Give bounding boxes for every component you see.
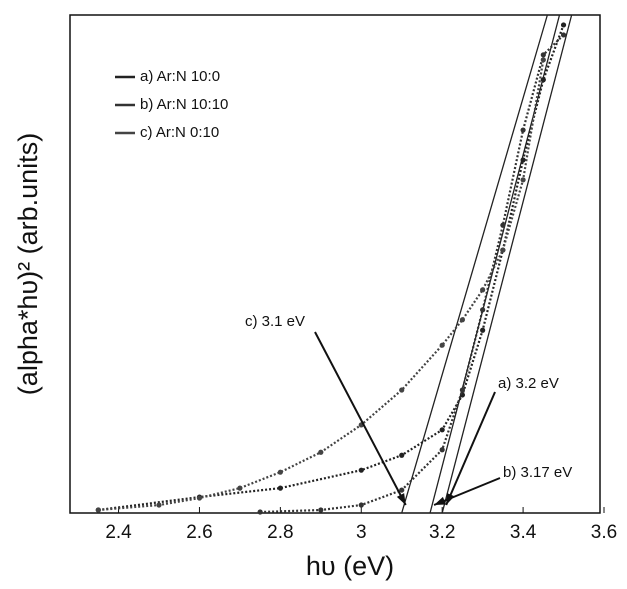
data-point <box>459 387 466 393</box>
data-point <box>520 157 526 163</box>
data-point <box>277 485 283 491</box>
data-point <box>257 509 263 515</box>
data-point <box>500 247 506 253</box>
annotation-arrow <box>433 477 501 506</box>
annotation: c) 3.1 eV <box>245 313 305 330</box>
data-point <box>480 327 486 333</box>
data-point <box>399 387 405 393</box>
data-point <box>540 57 546 63</box>
data-point <box>439 447 445 453</box>
series-line <box>260 34 565 514</box>
annotation-arrow <box>445 391 496 506</box>
data-point <box>237 485 243 491</box>
data-point <box>439 427 445 433</box>
data-point <box>399 452 405 458</box>
data-point <box>480 287 486 293</box>
plot-frame <box>69 14 601 514</box>
annotation: b) 3.17 eV <box>503 464 572 481</box>
x-tick-label: 2.4 <box>105 522 132 543</box>
x-tick-label: 2.6 <box>186 522 212 543</box>
data-point <box>560 22 567 28</box>
legend-label: a) Ar:N 10:0 <box>140 68 220 85</box>
series-line <box>98 59 545 512</box>
data-point <box>358 502 364 508</box>
data-point <box>480 307 486 313</box>
data-point <box>459 317 466 323</box>
data-point <box>318 507 324 513</box>
tangent-line <box>441 14 573 514</box>
arrow-head <box>434 496 447 505</box>
data-point <box>196 495 203 501</box>
x-tick-label: 3.6 <box>591 522 617 543</box>
x-tick-label: 3.4 <box>510 522 537 543</box>
data-point <box>560 32 567 38</box>
x-axis-label: hυ (eV) <box>306 551 394 581</box>
data-point <box>520 177 526 183</box>
annotation-arrow <box>314 331 407 506</box>
legend-label: c) Ar:N 0:10 <box>140 124 219 141</box>
annotation: a) 3.2 eV <box>498 375 559 392</box>
data-point <box>318 449 324 455</box>
data-point <box>540 77 546 83</box>
data-point <box>277 469 283 475</box>
data-point <box>520 127 526 133</box>
series-line <box>98 24 565 512</box>
x-tick-label: 3 <box>356 522 367 543</box>
data-point <box>156 502 162 508</box>
x-tick-label: 2.8 <box>267 522 293 543</box>
data-point <box>500 222 506 228</box>
data-point <box>95 507 101 513</box>
arrow-head <box>396 493 406 505</box>
data-point <box>358 467 364 473</box>
data-point <box>439 342 445 348</box>
data-point <box>399 487 405 493</box>
data-point <box>540 52 546 58</box>
y-axis-label: (alpha*hυ)² (arb.units) <box>13 133 43 395</box>
legend-label: b) Ar:N 10:10 <box>140 96 228 113</box>
tangent-line <box>401 14 548 514</box>
x-tick-label: 3.2 <box>429 522 455 543</box>
